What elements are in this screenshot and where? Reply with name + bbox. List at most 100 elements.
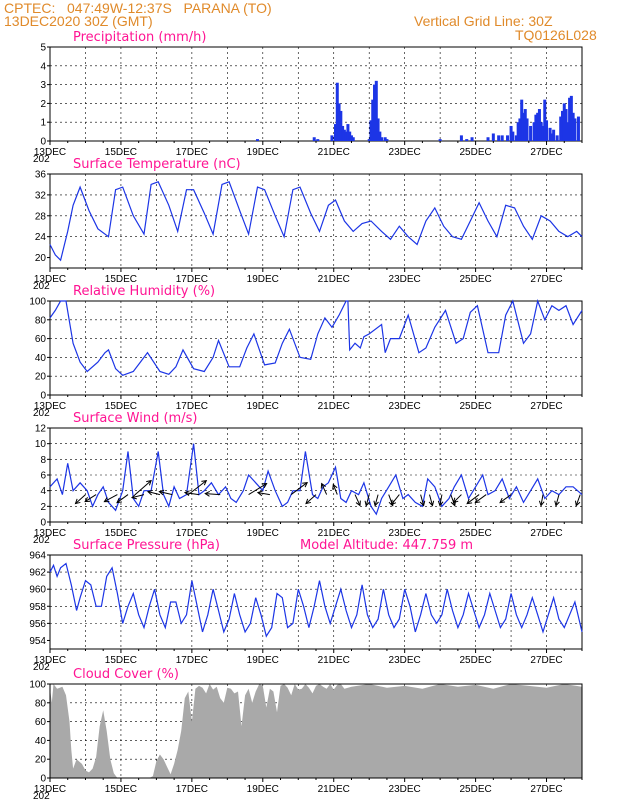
- cloud-date-label: 17DEC: [176, 784, 208, 795]
- wind-arrow: [499, 494, 512, 503]
- wind-arrow: [159, 491, 173, 496]
- precip-bar: [576, 116, 580, 141]
- rh-date-label: 25DEC: [459, 401, 491, 412]
- precip-bar: [316, 139, 320, 141]
- pres-year-label: 202: [33, 662, 50, 673]
- precip-ytick-label: 4: [40, 61, 46, 72]
- wind-year-label: 202: [33, 535, 50, 546]
- temp-ytick-label: 32: [35, 190, 47, 201]
- precip-bar: [373, 84, 377, 141]
- precip-frame: [49, 46, 583, 142]
- cloud-date-label: 19DEC: [247, 784, 279, 795]
- pres-date-label: 15DEC: [105, 655, 137, 666]
- wind-arrow: [429, 494, 433, 506]
- wind-arrow-head: [332, 483, 338, 490]
- precip-date-label: 15DEC: [105, 147, 137, 158]
- precip-bar: [376, 118, 380, 141]
- pres-ytick-label: 962: [29, 568, 46, 579]
- wind-date-label: 19DEC: [247, 528, 279, 539]
- wind-arrow: [184, 492, 200, 496]
- precip-bar: [500, 135, 504, 141]
- wind-arrow-head: [305, 498, 311, 505]
- temp-date-label: 27DEC: [530, 274, 562, 285]
- rh-date-label: 21DEC: [318, 401, 350, 412]
- wind-arrow: [453, 494, 462, 503]
- precip-bar: [534, 114, 538, 141]
- wind-arrow: [75, 494, 86, 504]
- cloud-ytick-label: 40: [35, 736, 47, 747]
- cloud-date-label: 23DEC: [389, 784, 421, 795]
- precip-bar: [552, 129, 556, 141]
- precip-bar: [465, 139, 469, 141]
- precip-date-label: 17DEC: [176, 147, 208, 158]
- pres-ytick-label: 956: [29, 619, 46, 630]
- rh-ytick-label: 60: [35, 334, 47, 345]
- cloud-panel: 0 20 40 60 80 100 13DEC 15DEC 17DEC 19DEC 21DEC 23D…: [29, 667, 583, 800]
- rh-date-label: 17DEC: [176, 401, 208, 412]
- wind-panel: 0 2 4 6 8 10 12 13DEC 15DEC 17DEC 19DEC 21DEC 23DEC 2…: [33, 411, 583, 546]
- wind-arrow-head: [201, 479, 208, 486]
- temp-date-label: 15DEC: [105, 274, 137, 285]
- wind-arrow: [450, 494, 456, 506]
- rh-series-line: [49, 298, 583, 376]
- wind-arrow-head: [437, 500, 444, 507]
- pres-ytick-label: 958: [29, 602, 46, 613]
- wind-arrow-head: [364, 500, 371, 507]
- pres-ytick-label: 954: [29, 636, 46, 647]
- rh-ytick-label: 80: [35, 315, 47, 326]
- precip-bar: [566, 122, 570, 141]
- rh-ytick-label: 100: [29, 297, 46, 308]
- cloud-ytick-label: 60: [35, 717, 47, 728]
- header-model-id: TQ0126L028: [515, 27, 597, 43]
- rh-title: Relative Humidity (%): [73, 284, 215, 299]
- wind-arrow-head: [574, 500, 581, 507]
- rh-ytick-label: 40: [35, 353, 47, 364]
- precip-bar: [337, 103, 341, 141]
- precip-bar: [559, 116, 563, 141]
- pres-date-label: 19DEC: [247, 655, 279, 666]
- temp-title: Surface Temperature (nC): [73, 157, 241, 172]
- pres-frame: [49, 554, 583, 650]
- wind-arrow: [374, 494, 379, 506]
- precip-ytick-label: 5: [40, 43, 46, 54]
- precip-ytick-label: 3: [40, 80, 46, 91]
- precip-bar: [560, 110, 564, 141]
- precip-bar: [344, 131, 348, 141]
- precip-bar: [346, 124, 350, 141]
- pres-subtitle: Model Altitude: 447.759 m: [300, 538, 473, 553]
- wind-arrow: [290, 482, 308, 495]
- wind-date-label: 23DEC: [389, 528, 421, 539]
- cloud-ytick-label: 0: [40, 774, 46, 785]
- cloud-ytick-label: 100: [29, 680, 46, 691]
- rh-frame: [49, 300, 583, 396]
- precip-bar: [371, 99, 375, 141]
- wind-arrow-head: [538, 500, 545, 507]
- temp-ytick-label: 28: [35, 211, 47, 222]
- precip-bar: [330, 135, 334, 141]
- wind-arrow: [188, 480, 207, 495]
- wind-arrow-head: [130, 493, 137, 500]
- precip-date-label: 25DEC: [459, 147, 491, 158]
- precip-ytick-label: 2: [40, 99, 46, 110]
- wind-arrow: [248, 483, 267, 496]
- temp-date-label: 21DEC: [318, 274, 350, 285]
- precip-bar: [341, 125, 345, 141]
- temp-date-label: 19DEC: [247, 274, 279, 285]
- precip-bar: [312, 137, 316, 141]
- precip-bar: [459, 135, 463, 141]
- pres-date-label: 17DEC: [176, 655, 208, 666]
- wind-arrow-head: [499, 497, 506, 504]
- precip-bar: [378, 131, 382, 141]
- wind-arrow: [390, 494, 400, 505]
- precip-bar: [516, 122, 520, 141]
- wind-arrow: [365, 494, 370, 506]
- precip-bar: [349, 135, 353, 141]
- wind-arrow: [474, 494, 487, 503]
- pres-date-label: 25DEC: [459, 655, 491, 666]
- precip-bar: [497, 135, 501, 141]
- temp-panel: 20 24 28 32 36 13DEC 15DEC 17DEC 19DEC 21DEC 23DEC…: [33, 157, 583, 292]
- rh-panel: 0 20 40 60 80 100 13DEC 15DEC 17DEC 19DEC 21DEC 23D…: [29, 284, 583, 419]
- wind-arrow-head: [355, 500, 361, 507]
- rh-date-label: 27DEC: [530, 401, 562, 412]
